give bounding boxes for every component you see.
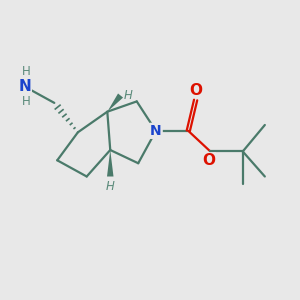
Polygon shape <box>107 94 123 112</box>
Text: H: H <box>106 180 115 193</box>
Text: H: H <box>22 95 31 108</box>
Text: H: H <box>124 89 132 102</box>
Polygon shape <box>107 150 113 176</box>
Text: H: H <box>22 65 31 78</box>
Text: O: O <box>202 153 215 168</box>
Text: O: O <box>189 82 202 98</box>
Text: N: N <box>150 124 162 138</box>
Text: N: N <box>19 79 31 94</box>
